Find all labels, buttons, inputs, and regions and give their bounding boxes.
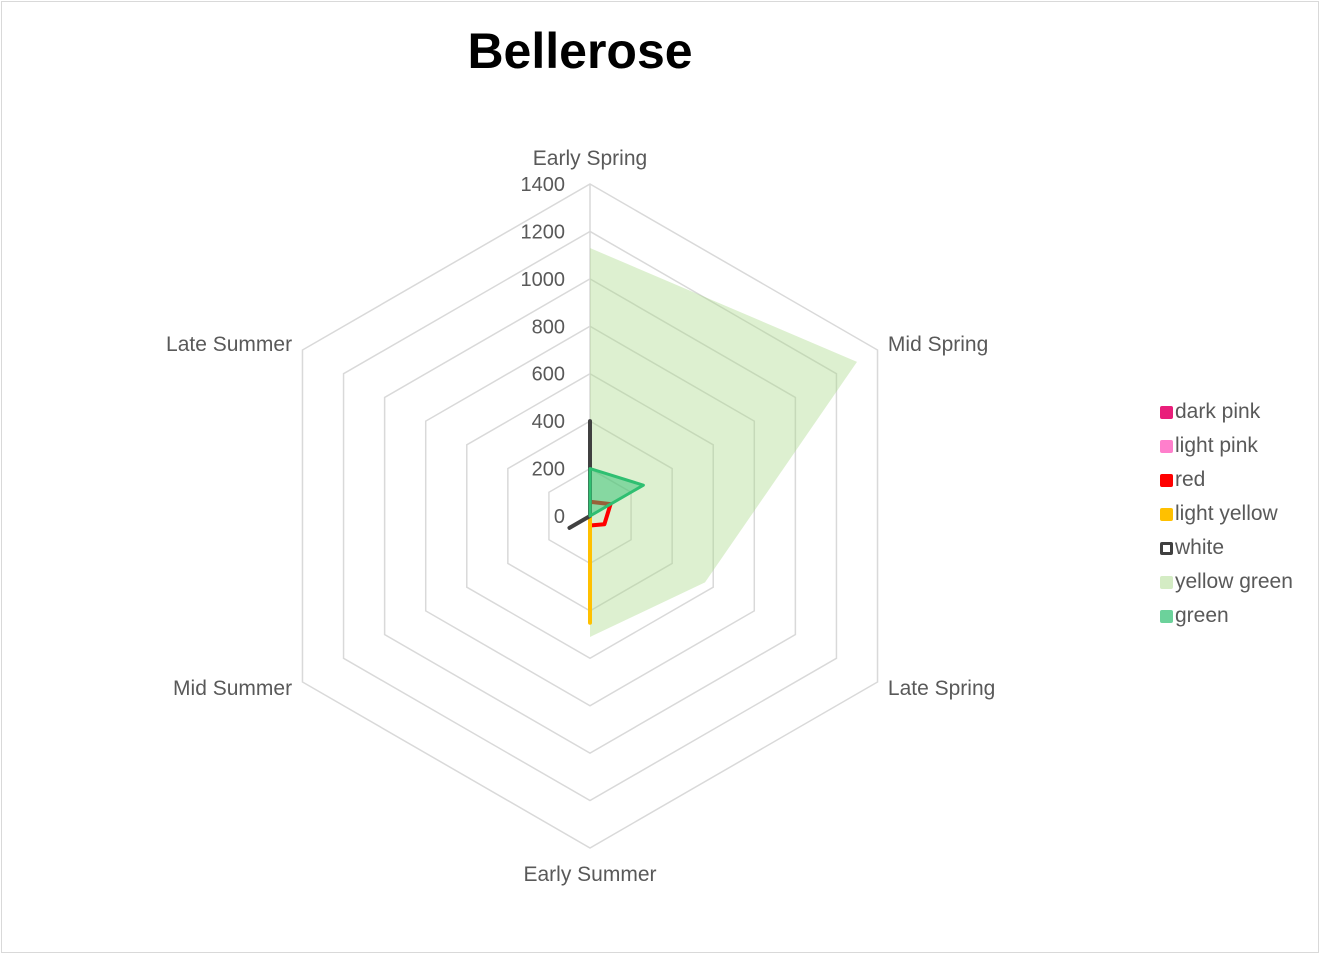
tick-label: 1400 xyxy=(521,174,566,196)
tick-label: 1000 xyxy=(521,269,566,291)
legend-item: red xyxy=(1160,463,1293,497)
legend-item: light yellow xyxy=(1160,497,1293,531)
category-label: Late Summer xyxy=(166,333,292,356)
legend-swatch xyxy=(1160,507,1173,521)
grid-ring xyxy=(301,183,879,849)
legend-swatch xyxy=(1160,541,1173,555)
legend-swatch xyxy=(1160,473,1173,487)
chart-legend: dark pink light pink red light yellow white y… xyxy=(1160,395,1293,633)
radar-series xyxy=(567,248,857,637)
tick-label: 600 xyxy=(532,364,565,386)
tick-label: 800 xyxy=(532,316,565,338)
legend-label: white xyxy=(1175,536,1225,559)
grid-ring xyxy=(342,230,838,802)
grid-ring xyxy=(383,277,797,755)
legend-item: white xyxy=(1160,531,1293,565)
chart-title: Bellerose xyxy=(467,23,693,79)
tick-label: 1200 xyxy=(521,221,566,243)
tick-label: 0 xyxy=(554,506,565,528)
legend-label: light yellow xyxy=(1175,502,1278,525)
legend-swatch xyxy=(1160,405,1173,419)
legend-swatch xyxy=(1160,575,1173,589)
legend-item: dark pink xyxy=(1160,395,1293,429)
legend-swatch xyxy=(1160,439,1173,453)
legend-label: red xyxy=(1175,468,1206,491)
legend-item: green xyxy=(1160,599,1293,633)
grid-ring xyxy=(424,325,756,707)
tick-label: 200 xyxy=(532,459,565,481)
category-label: Mid Summer xyxy=(173,677,292,700)
legend-label: dark pink xyxy=(1175,400,1261,423)
legend-label: green xyxy=(1175,604,1229,627)
series-yellow-green xyxy=(590,248,857,637)
grid-ring xyxy=(466,372,714,660)
category-label: Mid Spring xyxy=(888,333,988,356)
legend-label: light pink xyxy=(1175,434,1258,457)
legend-swatch xyxy=(1160,609,1173,623)
legend-item: light pink xyxy=(1160,429,1293,463)
category-label: Early Spring xyxy=(533,147,647,170)
radar-grid xyxy=(301,183,879,849)
legend-item: yellow green xyxy=(1160,565,1293,599)
category-label: Late Spring xyxy=(888,677,995,700)
tick-label: 400 xyxy=(532,411,565,433)
radar-labels: 0 200 400 600 800 1000 1200 1400 Early Spring Mid… xyxy=(166,147,995,886)
series-green xyxy=(588,467,645,518)
legend-label: yellow green xyxy=(1175,570,1293,593)
category-label: Early Summer xyxy=(523,863,656,886)
